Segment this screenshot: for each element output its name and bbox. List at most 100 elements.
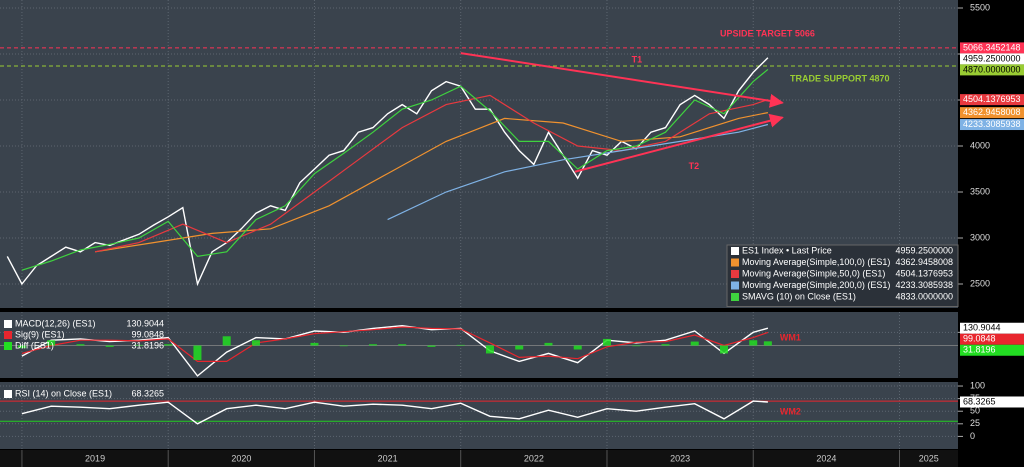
y-tick-label: 2500 — [970, 278, 990, 288]
series-line — [21, 68, 769, 271]
value-tag-label: 4870.0000000 — [963, 64, 1021, 74]
legend-swatch — [731, 281, 739, 290]
annotation: WM2 — [780, 406, 801, 416]
diff-bar — [573, 345, 582, 350]
diff-bar — [485, 345, 494, 354]
diff-bar — [105, 345, 114, 347]
x-tick-label: 2025 — [919, 453, 939, 463]
legend-label: Sig(9) (ES1) — [15, 329, 65, 339]
y-tick-label: 100 — [970, 380, 985, 390]
value-tag — [960, 322, 1024, 334]
diff-bar — [310, 342, 319, 346]
legend-swatch — [731, 258, 739, 267]
series-line — [95, 112, 769, 253]
diff-bar — [456, 344, 465, 346]
legend — [726, 244, 959, 307]
diff-bar — [632, 345, 641, 347]
y-tick-label: 4000 — [970, 140, 990, 150]
plot-area — [0, 400, 958, 425]
value-tag-label: 4959.2500000 — [963, 53, 1021, 63]
diff-bar — [251, 340, 260, 346]
trendline-label: T2 — [689, 161, 700, 171]
value-tag-label: 4233.3085938 — [963, 119, 1021, 129]
value-tag-label: 99.0848 — [963, 334, 996, 344]
value-tag — [960, 344, 1024, 356]
x-tick-label: 2021 — [378, 453, 398, 463]
value-tag — [960, 107, 1024, 119]
macd-panel — [0, 312, 958, 378]
y-tick-label: 3000 — [970, 232, 990, 242]
legend-swatch — [4, 320, 12, 328]
rsi-panel — [0, 382, 958, 449]
legend-value: 4362.9458008 — [895, 257, 953, 267]
series-line — [21, 400, 768, 425]
legend-label: ES1 Index • Last Price — [742, 245, 832, 255]
legend-value: 31.8196 — [131, 340, 164, 350]
diff-bar — [763, 341, 772, 346]
x-tick-label: 2019 — [85, 453, 105, 463]
diff-bar — [76, 344, 85, 346]
legend-swatch — [4, 342, 12, 350]
x-tick-label: 2024 — [816, 453, 836, 463]
y-tick-label: 3500 — [970, 186, 990, 196]
legend-swatch — [4, 331, 12, 339]
diff-bar — [17, 345, 26, 349]
x-tick-label: 2023 — [670, 453, 690, 463]
legend-label: Moving Average(Simple,100,0) (ES1) — [742, 257, 890, 267]
diff-bar — [515, 345, 524, 350]
legend-swatch — [731, 270, 739, 278]
x-axis — [0, 450, 958, 467]
value-tag — [960, 64, 1024, 76]
legend-label: SMAVG (10) on Close (ES1) — [742, 291, 856, 301]
legend-value: 4504.1376953 — [895, 268, 953, 278]
y-tick-label: 50 — [970, 406, 980, 416]
diff-bar — [544, 342, 553, 346]
value-tag-label: 5066.3452148 — [963, 42, 1021, 52]
series-line — [387, 123, 769, 221]
legend-swatch — [4, 390, 12, 398]
value-tag-label: 31.8196 — [963, 345, 996, 355]
annotation: WM1 — [780, 333, 801, 343]
diff-bar — [339, 345, 348, 347]
value-tag — [960, 94, 1024, 106]
series-line — [21, 324, 769, 377]
y-tick-label: 0 — [970, 431, 975, 441]
y-tick-label: 25 — [970, 418, 980, 428]
legend-label: Diff (ES1) — [15, 340, 54, 350]
diff-bar — [602, 338, 611, 346]
value-tag — [960, 53, 1024, 65]
legend-value: 130.9044 — [126, 318, 164, 328]
legend-swatch — [731, 293, 739, 301]
legend-label: Moving Average(Simple,50,0) (ES1) — [742, 268, 885, 278]
value-tag-label: 68.3265 — [963, 396, 996, 406]
diff-bar — [368, 344, 377, 346]
legend-value: 4233.3085938 — [895, 280, 953, 290]
level-label: UPSIDE TARGET 5066 — [720, 28, 815, 38]
x-tick-label: 2022 — [524, 453, 544, 463]
diff-bar — [164, 344, 173, 346]
value-tag-label: 4362.9458008 — [963, 107, 1021, 117]
y-axis — [958, 382, 1024, 451]
diff-bar — [222, 336, 231, 346]
legend-swatch — [731, 247, 739, 255]
diff-bar — [134, 344, 143, 346]
y-tick-label: 5500 — [970, 2, 990, 12]
value-tag — [960, 119, 1024, 131]
value-tag — [960, 333, 1024, 345]
plot-area — [0, 47, 958, 287]
diff-bar — [47, 340, 56, 346]
level-label: TRADE SUPPORT 4870 — [790, 73, 890, 83]
trendline — [460, 52, 784, 108]
legend-label: Moving Average(Simple,200,0) (ES1) — [742, 280, 890, 290]
legend-label: RSI (14) on Close (ES1) — [15, 388, 112, 398]
legend-value: 68.3265 — [131, 388, 164, 398]
value-tag — [960, 42, 1024, 54]
value-tag-label: 130.9044 — [963, 323, 1001, 333]
series-line — [21, 326, 769, 362]
x-tick-label: 2020 — [231, 453, 251, 463]
value-tag-label: 4504.1376953 — [963, 94, 1021, 104]
trendline-label: T1 — [632, 54, 643, 64]
diff-bar — [719, 345, 728, 354]
legend-value: 4959.2500000 — [895, 245, 953, 255]
